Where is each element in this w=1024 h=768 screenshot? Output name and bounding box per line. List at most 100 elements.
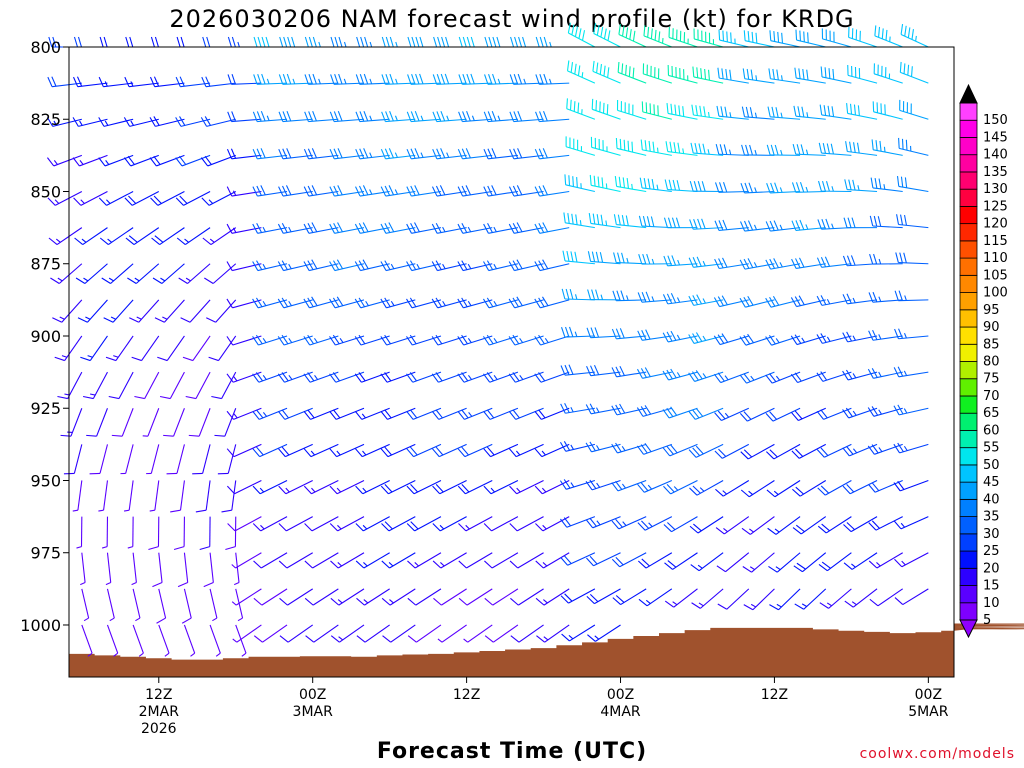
wind-barb xyxy=(510,624,544,643)
colorbar-label: 65 xyxy=(983,406,1000,421)
wind-barb xyxy=(611,479,647,492)
wind-barb xyxy=(535,36,570,48)
wind-barb xyxy=(149,480,160,512)
wind-barb xyxy=(177,552,189,588)
wind-barb xyxy=(535,110,570,123)
colorbar-label: 20 xyxy=(983,561,1000,576)
wind-barb xyxy=(893,479,929,492)
wind-barb xyxy=(509,516,544,532)
wind-barb xyxy=(715,144,749,156)
wind-barb xyxy=(163,408,185,437)
wind-barb xyxy=(715,480,750,497)
wind-barb xyxy=(278,185,313,197)
wind-barb xyxy=(690,552,724,572)
wind-barb xyxy=(48,227,83,246)
wind-barb xyxy=(534,185,570,197)
wind-barb xyxy=(739,220,775,232)
wind-barb xyxy=(201,191,236,206)
wind-barb xyxy=(380,260,416,272)
wind-barb xyxy=(534,479,570,495)
wind-barb xyxy=(151,227,185,246)
wind-barb xyxy=(101,263,134,284)
wind-barb xyxy=(76,516,83,549)
wind-barb xyxy=(108,371,134,400)
wind-barb xyxy=(769,588,801,611)
wind-barb xyxy=(180,299,211,323)
wind-barb xyxy=(235,624,247,657)
wind-barb xyxy=(46,154,83,167)
wind-barb xyxy=(664,552,698,570)
wind-barb xyxy=(252,479,288,495)
x-axis-label: Forecast Time (UTC) xyxy=(377,739,647,764)
wind-barb xyxy=(303,371,339,383)
colorbar-label: 125 xyxy=(983,199,1008,214)
wind-barb xyxy=(589,174,621,193)
wind-barb xyxy=(662,368,698,381)
wind-barb xyxy=(618,24,647,48)
wind-barb xyxy=(156,588,167,624)
wind-barb xyxy=(791,443,826,459)
y-axis: 800 825 850 875 900 925 950 975 1000 xyxy=(20,38,69,635)
colorbar-swatch xyxy=(959,274,978,293)
wind-barb xyxy=(714,257,749,270)
wind-barb xyxy=(277,297,313,309)
wind-barb xyxy=(406,479,442,495)
wind-barb xyxy=(457,371,493,383)
wind-barb xyxy=(867,406,903,417)
wind-barb xyxy=(640,139,672,156)
colorbar-label: 120 xyxy=(983,217,1008,232)
wind-barb xyxy=(666,103,698,120)
wind-barb xyxy=(663,217,698,229)
wind-barb xyxy=(691,588,724,609)
y-tick-label: 925 xyxy=(30,399,61,418)
wind-barb xyxy=(329,334,365,346)
wind-barb xyxy=(458,552,493,569)
wind-barb xyxy=(688,443,724,458)
wind-barb xyxy=(716,105,749,120)
wind-barb xyxy=(152,263,185,284)
wind-barb xyxy=(508,334,544,346)
wind-barb xyxy=(615,137,647,156)
wind-barb xyxy=(848,26,878,48)
wind-barb xyxy=(150,191,185,206)
wind-barb xyxy=(225,516,237,551)
wind-barb xyxy=(688,407,724,420)
wind-barb xyxy=(561,624,596,642)
wind-barb xyxy=(99,227,134,246)
wind-barb xyxy=(355,479,390,495)
wind-barb xyxy=(742,68,775,84)
colorbar-swatch xyxy=(959,240,978,259)
wind-barb xyxy=(766,480,801,498)
wind-barb xyxy=(742,552,775,573)
wind-barb xyxy=(173,516,185,551)
wind-barb xyxy=(508,222,544,234)
wind-barb xyxy=(636,367,672,379)
wind-barb xyxy=(560,552,596,566)
wind-barb xyxy=(146,444,160,475)
x-tick-label: 3MAR xyxy=(293,704,334,720)
wind-barb xyxy=(689,480,724,496)
wind-barb xyxy=(303,443,339,458)
wind-barb xyxy=(639,177,672,193)
wind-barb xyxy=(195,480,211,513)
wind-barb xyxy=(483,223,519,234)
colorbar-swatch xyxy=(959,602,978,621)
wind-barb xyxy=(406,297,442,309)
colorbar-swatch xyxy=(959,567,978,586)
wind-barb xyxy=(590,136,621,156)
x-tick-label: 00Z xyxy=(607,687,634,703)
wind-barb xyxy=(637,479,673,493)
colorbar-label: 80 xyxy=(983,355,1000,370)
wind-barb xyxy=(132,588,141,622)
wind-barb xyxy=(562,250,595,265)
wind-barb xyxy=(868,552,903,569)
wind-barb xyxy=(766,144,801,156)
wind-barb xyxy=(794,67,826,84)
wind-barb xyxy=(457,260,493,272)
wind-barb xyxy=(664,588,698,608)
wind-barb xyxy=(406,185,442,197)
wind-barb xyxy=(790,334,826,346)
wind-barb xyxy=(278,516,313,532)
colorbar-swatch xyxy=(959,378,978,397)
colorbar-swatch xyxy=(959,395,978,414)
